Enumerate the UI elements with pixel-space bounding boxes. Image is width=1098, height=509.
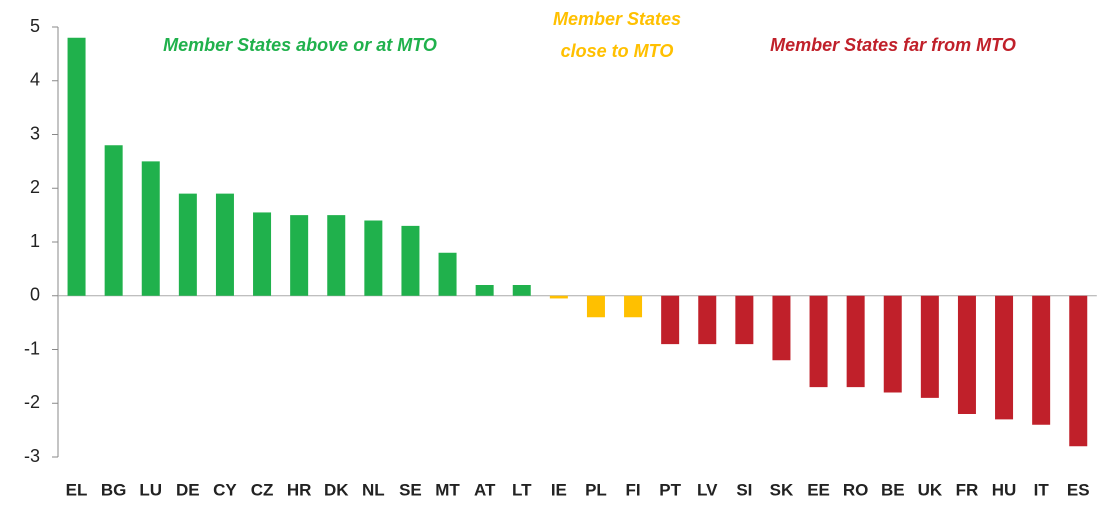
x-tick-label: BG <box>101 480 127 499</box>
bar <box>253 212 272 296</box>
bar <box>178 193 197 296</box>
bar <box>772 295 791 361</box>
x-tick-label: CY <box>213 480 237 499</box>
y-tick-label: -3 <box>24 446 40 466</box>
x-tick-label: BE <box>881 480 905 499</box>
x-tick-label: DE <box>176 480 200 499</box>
bar <box>735 295 754 345</box>
x-tick-label: EL <box>66 480 88 499</box>
bar <box>67 37 86 296</box>
x-tick-label: HU <box>992 480 1017 499</box>
x-tick-label: SE <box>399 480 422 499</box>
bar <box>401 225 420 296</box>
bar <box>438 252 457 296</box>
bar <box>624 295 643 318</box>
bar <box>549 295 568 299</box>
x-tick-label: CZ <box>251 480 274 499</box>
x-tick-label: HR <box>287 480 312 499</box>
x-tick-label: SI <box>736 480 752 499</box>
x-tick-label: AT <box>474 480 496 499</box>
bar <box>995 295 1014 420</box>
x-tick-label: MT <box>435 480 460 499</box>
bar <box>475 285 494 296</box>
bar <box>364 220 383 296</box>
bar <box>883 295 902 393</box>
bar <box>104 145 123 296</box>
bar <box>920 295 939 398</box>
x-tick-label: SK <box>770 480 794 499</box>
bar <box>661 295 680 345</box>
bar <box>327 215 346 296</box>
x-tick-label: LT <box>512 480 532 499</box>
bar <box>1069 295 1088 447</box>
y-tick-label: 0 <box>30 285 40 305</box>
bar <box>141 161 160 296</box>
x-tick-label: LU <box>139 480 162 499</box>
x-tick-label: NL <box>362 480 385 499</box>
x-tick-label: IT <box>1034 480 1050 499</box>
x-tick-label: FR <box>956 480 979 499</box>
annotation: close to MTO <box>561 41 674 61</box>
x-tick-label: LV <box>697 480 718 499</box>
bar <box>698 295 717 345</box>
x-tick-label: PL <box>585 480 607 499</box>
bar <box>215 193 234 296</box>
x-tick-label: FI <box>625 480 640 499</box>
bar <box>846 295 865 388</box>
bar <box>586 295 605 318</box>
annotation: Member States above or at MTO <box>163 35 437 55</box>
x-tick-label: DK <box>324 480 349 499</box>
y-tick-label: -2 <box>24 392 40 412</box>
x-tick-label: UK <box>918 480 943 499</box>
y-tick-label: 3 <box>30 123 40 143</box>
bar <box>809 295 828 388</box>
annotation: Member States far from MTO <box>770 35 1016 55</box>
y-tick-label: 4 <box>30 70 40 90</box>
x-tick-label: EE <box>807 480 830 499</box>
bar <box>957 295 976 414</box>
x-tick-label: IE <box>551 480 567 499</box>
x-tick-label: RO <box>843 480 869 499</box>
annotation: Member States <box>553 9 681 29</box>
x-tick-label: ES <box>1067 480 1090 499</box>
x-tick-label: PT <box>659 480 681 499</box>
bar <box>1032 295 1051 425</box>
y-tick-label: 1 <box>30 231 40 251</box>
bar <box>512 285 531 296</box>
bar <box>290 215 309 296</box>
y-tick-label: -1 <box>24 338 40 358</box>
y-tick-label: 5 <box>30 16 40 36</box>
y-tick-label: 2 <box>30 177 40 197</box>
